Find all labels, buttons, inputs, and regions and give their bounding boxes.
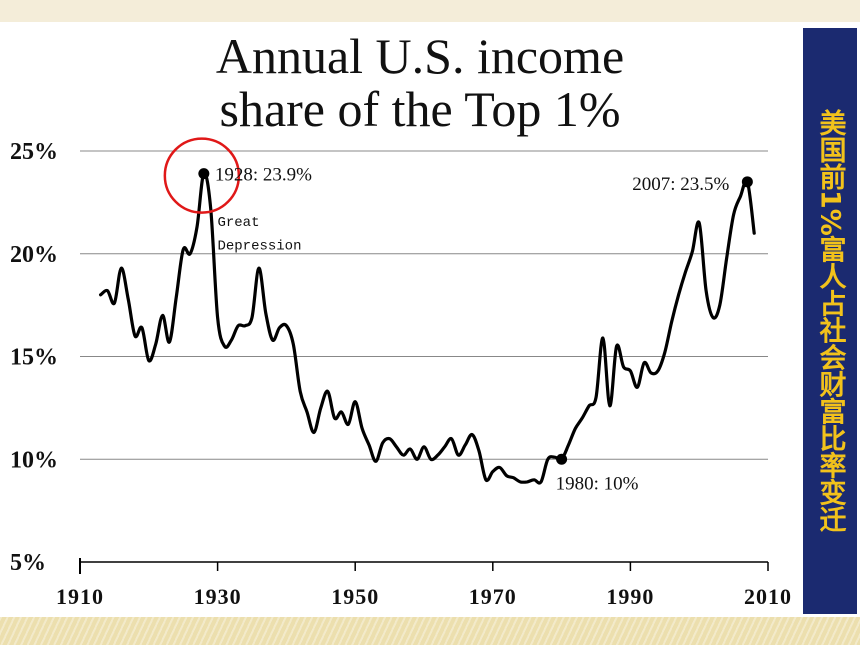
chart-title-line-1: Annual U.S. income [215,28,625,84]
annotation-1980-low: 1980: 10% [556,473,639,494]
series-layer [99,168,756,485]
x-tick-label: 1970 [469,584,517,609]
y-tick-label: 25% [10,139,58,165]
chart-title-line-2: share of the Top 1% [219,81,621,137]
series-line [99,171,756,485]
bottom-decorative-band [0,617,860,645]
chart-title: Annual U.S. income share of the Top 1% [150,30,690,136]
x-tick-label: 1990 [606,584,654,609]
y-tick-label: 15% [10,345,58,371]
side-caption-panel: 美国前1%富人占社会财富比率变迁 [803,28,857,614]
annotation-great: Great [217,215,259,231]
data-point-marker [198,168,210,180]
peak-highlight-circle [163,137,241,214]
side-caption-text: 美国前1%富人占社会财富比率变迁 [814,109,846,533]
axes-layer: 5% 10% 15% 20% 25% 1910 1930 1950 1970 1990 2010 [10,139,792,609]
y-tick-label: 5% [10,550,46,576]
data-point-marker [741,176,753,188]
x-tick-label: 1950 [331,584,379,609]
y-tick-label: 10% [10,447,58,473]
top-decorative-band [0,0,860,22]
annotation-1928-peak: 1928: 23.9% [215,165,312,186]
data-point-marker [556,453,568,465]
x-tick-label: 1930 [194,584,242,609]
annotation-layer: 1928: 23.9% Great Depression 2007: 23.5% 198… [163,137,730,494]
annotation-depression: Depression [217,238,301,254]
annotation-2007-peak: 2007: 23.5% [632,174,729,195]
grid-layer [80,150,768,460]
x-tick-label: 1910 [56,584,104,609]
x-tick-label: 2010 [744,584,792,609]
y-tick-label: 20% [10,242,58,268]
